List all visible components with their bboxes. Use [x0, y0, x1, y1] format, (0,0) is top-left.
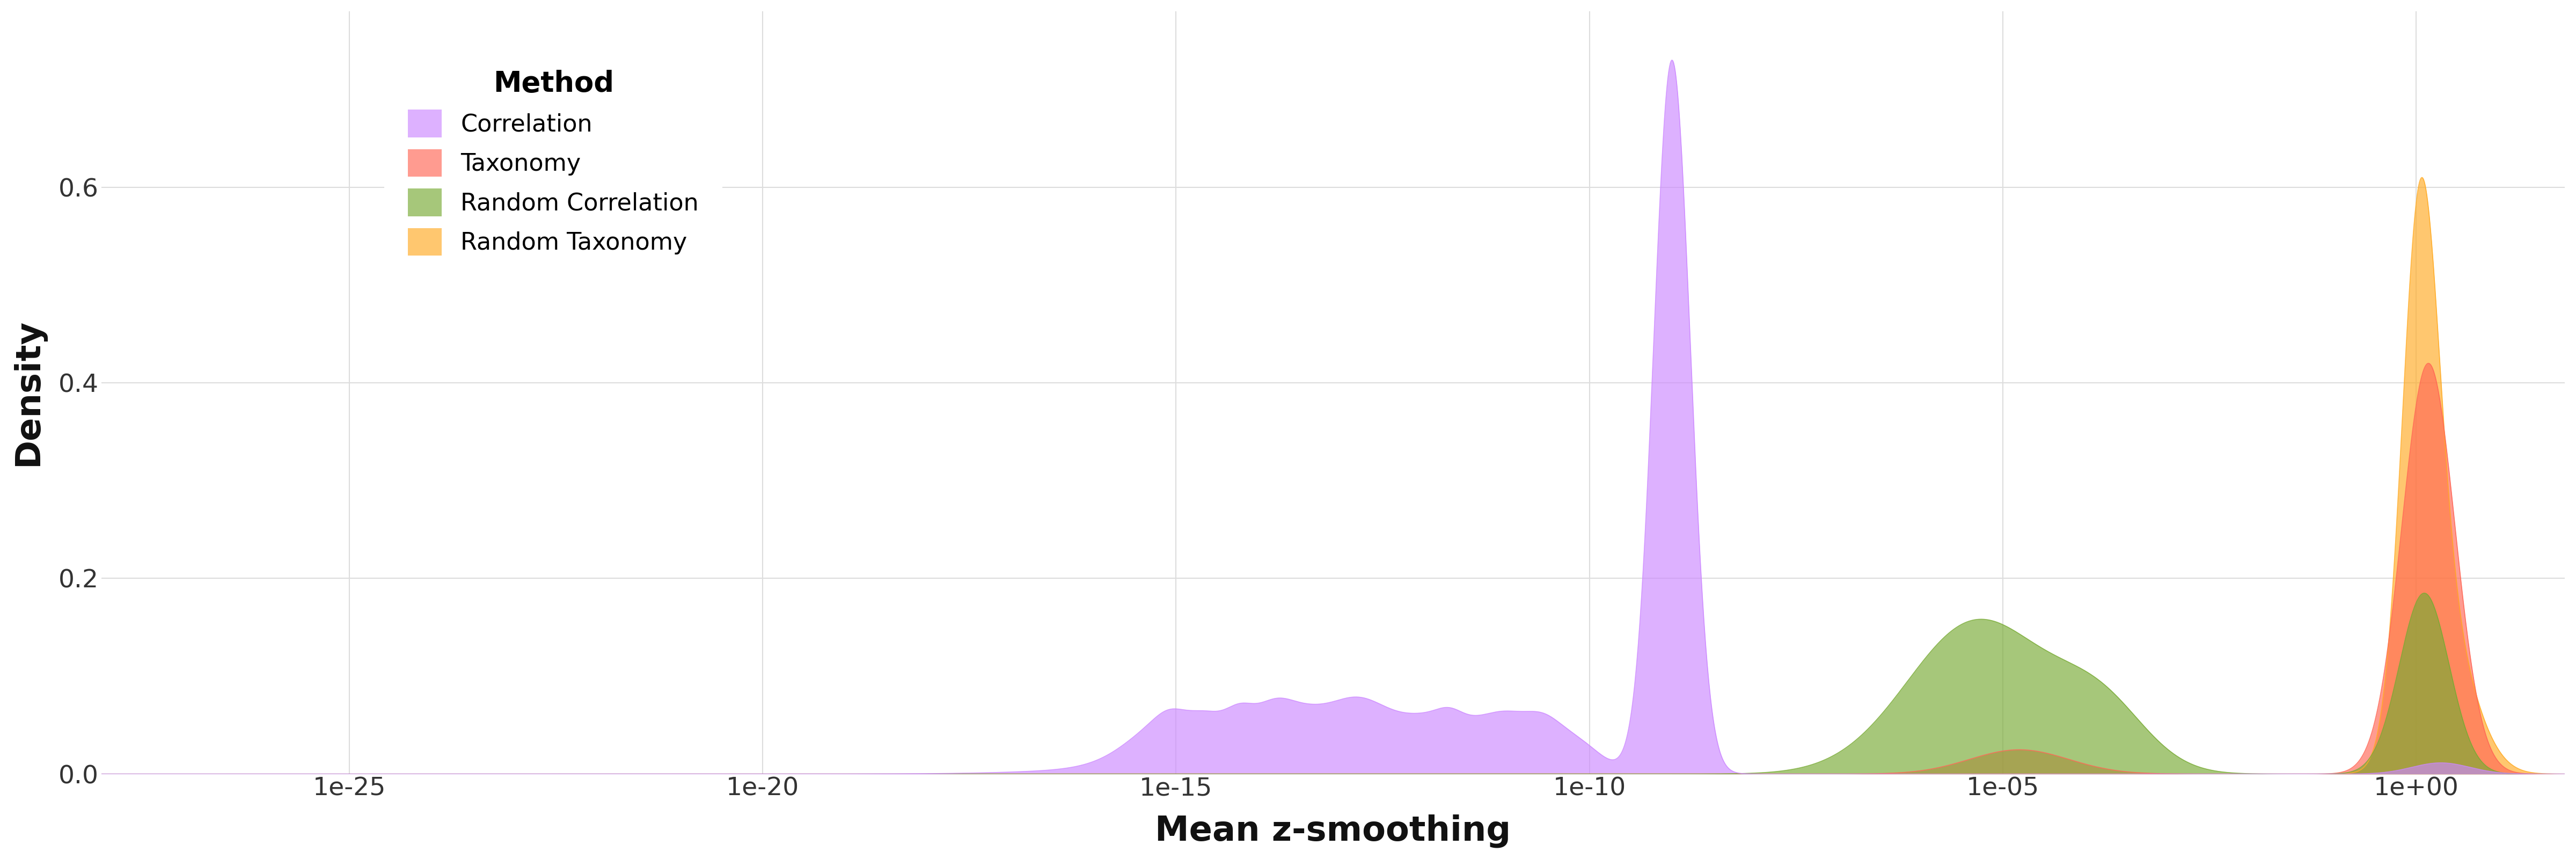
Legend: Correlation, Taxonomy, Random Correlation, Random Taxonomy: Correlation, Taxonomy, Random Correlatio…	[384, 46, 721, 279]
Y-axis label: Density: Density	[10, 319, 44, 466]
X-axis label: Mean z-smoothing: Mean z-smoothing	[1154, 814, 1512, 848]
